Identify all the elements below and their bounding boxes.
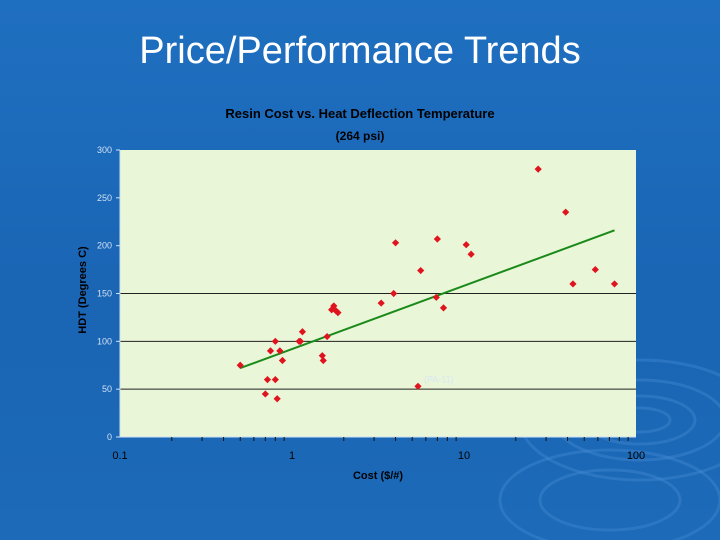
data-point	[569, 280, 577, 288]
data-point	[323, 332, 331, 341]
chart-title: Resin Cost vs. Heat Deflection Temperatu…	[225, 106, 494, 121]
y-tick-label: 250	[97, 193, 112, 203]
y-axis-label: HDT (Degrees C)	[77, 246, 89, 334]
data-point	[391, 239, 400, 247]
data-point	[273, 395, 281, 403]
data-point	[467, 250, 475, 258]
chart-subtitle: (264 psi)	[336, 129, 385, 143]
annotation-pa11: (PA-11)	[424, 374, 454, 384]
data-point	[439, 304, 448, 312]
data-point	[296, 337, 305, 345]
data-point	[266, 347, 275, 355]
data-point	[276, 347, 284, 355]
data-point	[236, 361, 244, 369]
data-point	[433, 235, 441, 243]
data-point	[417, 266, 425, 275]
x-tick-label: 10	[458, 450, 470, 462]
y-tick-label: 300	[97, 145, 112, 155]
trendline	[239, 229, 615, 370]
data-point	[377, 299, 385, 307]
data-point	[271, 337, 279, 345]
data-point	[271, 376, 279, 384]
slide-title: Price/Performance Trends	[139, 30, 581, 72]
data-point	[278, 356, 287, 365]
data-point	[432, 293, 440, 301]
data-point	[562, 208, 570, 216]
data-point	[319, 356, 327, 365]
data-point	[261, 390, 269, 398]
ticks: 0 50 100 150 200 250 300 0.1 1 10 100	[97, 145, 645, 462]
data-point	[298, 328, 307, 336]
data-point	[534, 165, 542, 173]
gridlines	[120, 293, 636, 390]
x-tick-label: 1	[289, 450, 295, 462]
data-points	[236, 165, 619, 403]
data-point	[318, 352, 326, 360]
data-point	[334, 309, 342, 317]
data-point	[390, 289, 398, 298]
y-tick-label: 50	[102, 384, 112, 394]
data-point	[332, 307, 340, 315]
data-point	[414, 382, 422, 390]
x-tick-label: 100	[627, 450, 645, 462]
y-tick-label: 0	[107, 432, 112, 442]
y-tick-label: 200	[97, 241, 112, 251]
y-tick-label: 150	[97, 289, 112, 299]
data-point	[462, 241, 470, 249]
data-point	[263, 376, 272, 384]
x-axis-label: Cost ($/#)	[353, 470, 403, 482]
data-point	[610, 280, 619, 288]
data-point	[591, 265, 599, 274]
y-tick-label: 100	[97, 336, 112, 346]
x-tick-label: 0.1	[112, 450, 127, 462]
